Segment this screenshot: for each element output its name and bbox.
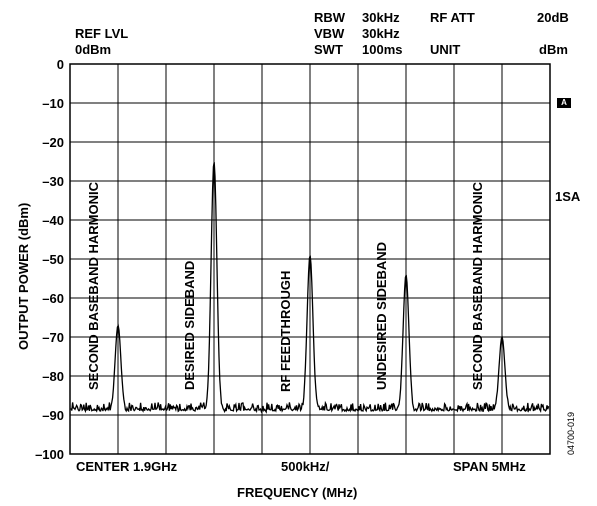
swt-value: 100ms xyxy=(362,42,403,57)
plot-frame xyxy=(69,63,551,455)
peak-label: UNDESIRED SIDEBAND xyxy=(374,242,389,390)
swt-label: SWT xyxy=(314,42,343,57)
x-axis-title: FREQUENCY (MHz) xyxy=(237,485,358,500)
rbw-value: 30kHz xyxy=(362,10,400,25)
y-tick-label: –70 xyxy=(42,330,64,345)
y-tick-label: –10 xyxy=(42,96,64,111)
ref-lvl-label: REF LVL xyxy=(75,26,129,41)
unit-label: UNIT xyxy=(430,42,461,57)
peak-label: RF FEEDTHROUGH xyxy=(278,271,293,392)
center-frequency-label: CENTER 1.9GHz xyxy=(76,459,178,474)
trace-a-marker: A xyxy=(557,98,571,108)
vbw-value: 30kHz xyxy=(362,26,400,41)
y-tick-label: –80 xyxy=(42,369,64,384)
rf-att-label: RF ATT xyxy=(430,10,475,25)
y-tick-label: –50 xyxy=(42,252,64,267)
y-tick-label: –100 xyxy=(35,447,64,462)
peak-label: DESIRED SIDEBAND xyxy=(182,261,197,390)
rf-att-value: 20dB xyxy=(537,10,569,25)
y-tick-label: –20 xyxy=(42,135,64,150)
y-tick-label: –60 xyxy=(42,291,64,306)
y-tick-label: 0 xyxy=(57,57,64,72)
trace-label: 1SA xyxy=(555,189,581,204)
y-tick-label: –30 xyxy=(42,174,64,189)
spectrum-trace xyxy=(70,161,550,414)
vbw-label: VBW xyxy=(314,26,345,41)
rbw-label: RBW xyxy=(314,10,346,25)
y-tick-label: –90 xyxy=(42,408,64,423)
peak-label: SECOND BASEBAND HARMONIC xyxy=(86,181,101,390)
frequency-division-label: 500kHz/ xyxy=(281,459,330,474)
peak-label: SECOND BASEBAND HARMONIC xyxy=(470,181,485,390)
y-tick-label: –40 xyxy=(42,213,64,228)
span-label: SPAN 5MHz xyxy=(453,459,526,474)
unit-value: dBm xyxy=(539,42,568,57)
ref-lvl-value: 0dBm xyxy=(75,42,112,57)
